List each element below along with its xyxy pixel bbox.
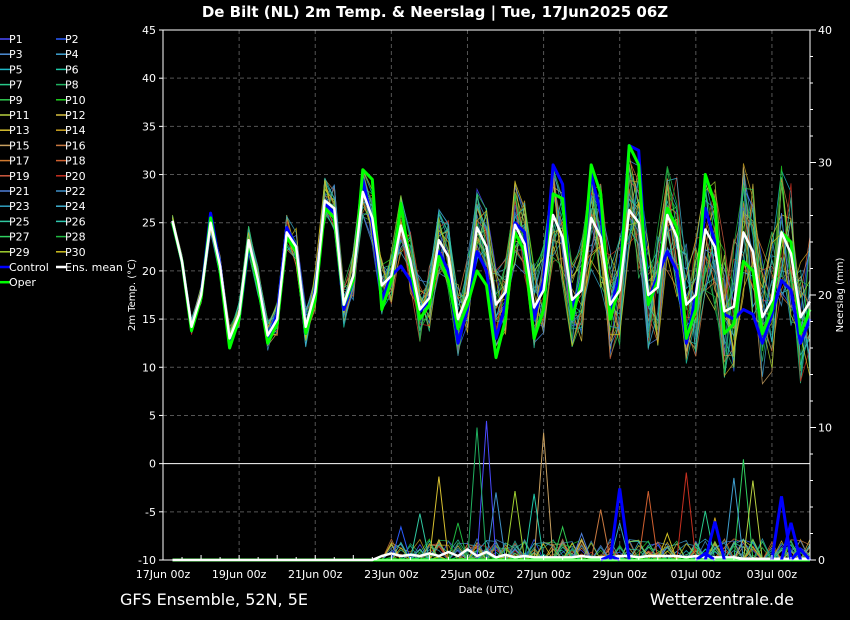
control-precip-spike	[780, 522, 802, 561]
x-tick-label: 23Jun 00z	[364, 568, 419, 581]
member-precip-spike	[467, 427, 487, 561]
member-precip-spike	[695, 510, 716, 561]
legend-label: P2	[65, 33, 79, 46]
legend-label: P7	[9, 79, 23, 92]
legend-label: P8	[65, 79, 79, 92]
member-precip-spike	[524, 493, 545, 561]
footer-right: Wetterzentrale.de	[650, 590, 794, 609]
y-tick-label: 5	[149, 409, 156, 422]
member-precip-spike	[742, 480, 763, 561]
main-series	[171, 144, 812, 562]
member-precip-spike	[447, 522, 468, 561]
legend-label: P25	[9, 215, 30, 228]
axes: 45 40 35 30 25 20 15 10 5 0 -5 -10 40 30 20 10 0 17Jun 00…	[136, 24, 832, 581]
legend-label: P24	[65, 200, 86, 213]
legend-label: P28	[65, 231, 86, 244]
legend-label: P17	[9, 155, 30, 168]
legend-label: P15	[9, 139, 30, 152]
legend-label: P27	[9, 231, 30, 244]
member-precip-spike	[657, 532, 678, 561]
y2-tick-label: 40	[818, 24, 832, 37]
x-tick-label: 29Jun 00z	[592, 568, 647, 581]
x-tick-label: 17Jun 00z	[136, 568, 191, 581]
legend-label: P18	[65, 155, 86, 168]
member-precip-spike	[676, 472, 697, 561]
legend-label: P5	[9, 63, 23, 76]
y-tick-label: 40	[142, 72, 156, 85]
y-tick-label: 10	[142, 361, 156, 374]
member-precip-spike	[571, 532, 592, 561]
x-tick-label: 21Jun 00z	[288, 568, 343, 581]
y-tick-label: 0	[149, 458, 156, 471]
y-tick-label: 25	[142, 217, 156, 230]
member-precip-spike	[505, 491, 526, 561]
legend-label: P23	[9, 200, 30, 213]
y-tick-label: -10	[138, 554, 156, 567]
legend-label: P12	[65, 109, 86, 122]
chart-title: De Bilt (NL) 2m Temp. & Neerslag | Tue, …	[202, 3, 668, 22]
y-tick-label: 45	[142, 24, 156, 37]
x-tick-label: 03Jul 00z	[747, 568, 798, 581]
legend-label: P29	[9, 246, 30, 259]
member-precip-spike	[590, 509, 611, 561]
y2-axis-label: Neerslag (mm)	[835, 257, 846, 332]
x-tick-label: 25Jun 00z	[440, 568, 495, 581]
control-precip-spike	[608, 488, 631, 561]
member-precip-spike	[409, 513, 430, 561]
legend-label: P9	[9, 94, 23, 107]
legend: P1 P2 P3 P4 P5 P6 P7 P8 P9 P10 P11 P12 P13 P14 P15 P16 P…	[0, 33, 123, 289]
footer-left: GFS Ensemble, 52N, 5E	[120, 590, 308, 609]
legend-label: P22	[65, 185, 86, 198]
y2-tick-label: 10	[818, 422, 832, 435]
x-axis-label: Date (UTC)	[459, 585, 514, 596]
member-precip-spike	[723, 477, 744, 561]
series-temp-line	[171, 190, 812, 340]
member-precip-spike	[476, 420, 497, 561]
legend-label: Ens. mean	[65, 261, 123, 274]
legend-label: P6	[65, 63, 79, 76]
control-precip-spike	[789, 547, 812, 562]
y-tick-label: -5	[145, 506, 156, 519]
member-precip-spike	[638, 491, 659, 561]
y2-tick-label: 20	[818, 289, 832, 302]
legend-label: P19	[9, 170, 30, 183]
control-precip-spike	[703, 521, 726, 561]
x-tick-label: 27Jun 00z	[516, 568, 571, 581]
legend-label: P13	[9, 124, 30, 137]
legend-label: P3	[9, 48, 23, 61]
member-precip-spike	[609, 522, 630, 561]
x-tick-label: 19Jun 00z	[212, 568, 267, 581]
member-precip-spike	[428, 476, 449, 561]
control-precip-spike	[694, 551, 716, 562]
legend-label: P16	[65, 139, 86, 152]
y2-tick-label: 30	[818, 157, 832, 170]
legend-label: P11	[9, 109, 30, 122]
legend-label: P30	[65, 246, 86, 259]
y2-tick-label: 0	[818, 554, 825, 567]
legend-label: P14	[65, 124, 86, 137]
member-precip-spike	[733, 459, 754, 561]
member-precip-spike	[390, 525, 411, 561]
member-precip-spike	[486, 492, 506, 561]
x-tick-label: 01Jul 00z	[671, 568, 722, 581]
legend-label: P10	[65, 94, 86, 107]
y-axis-label: 2m Temp. (°C)	[127, 259, 138, 331]
member-precip-spike	[552, 525, 573, 561]
y-tick-label: 35	[142, 120, 156, 133]
control-precip-spike	[600, 554, 621, 562]
legend-label: P1	[9, 33, 23, 46]
y-tick-label: 15	[142, 313, 156, 326]
y-tick-label: 30	[142, 169, 156, 182]
legend-label: P21	[9, 185, 30, 198]
legend-label: Oper	[9, 276, 36, 289]
legend-label: P4	[65, 48, 79, 61]
legend-label: P26	[65, 215, 86, 228]
legend-label: P20	[65, 170, 86, 183]
legend-label: Control	[9, 261, 49, 274]
y-tick-label: 20	[142, 265, 156, 278]
